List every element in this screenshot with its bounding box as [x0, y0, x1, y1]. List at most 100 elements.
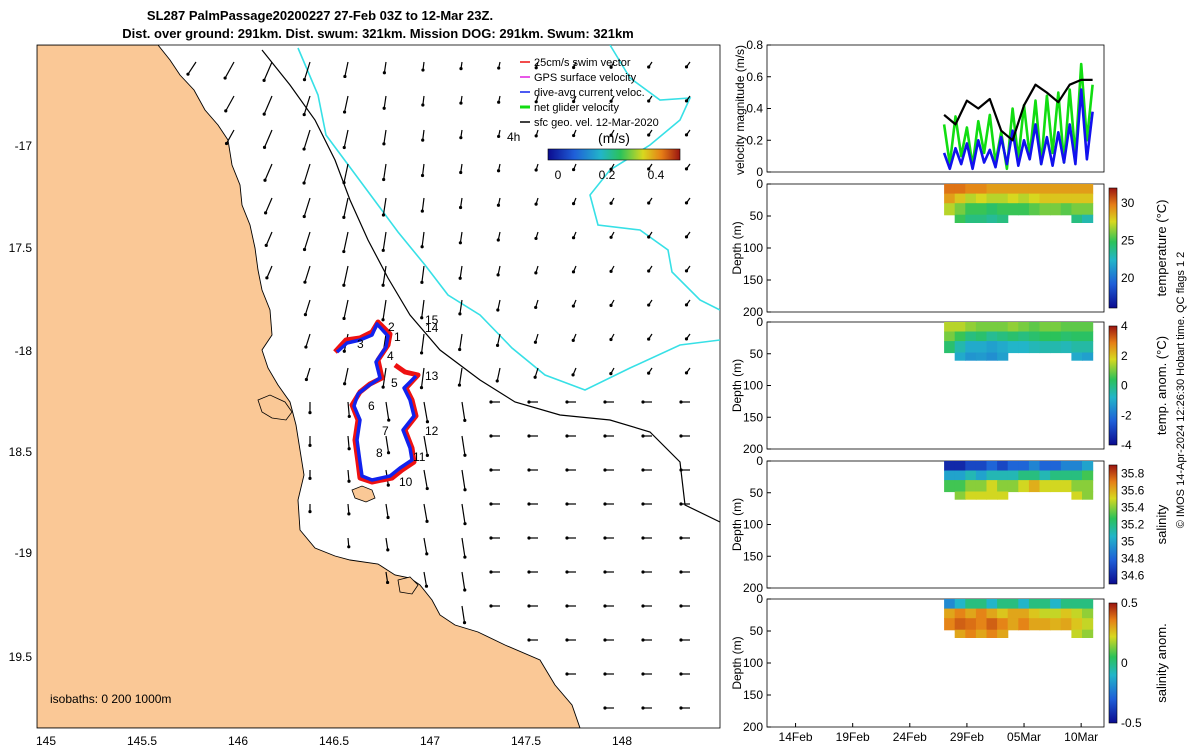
geo-velocity-arrowhead — [609, 235, 613, 239]
geo-velocity-arrowhead — [489, 604, 493, 608]
geo-velocity-arrowhead — [533, 375, 537, 379]
section-cell — [965, 470, 977, 481]
geo-velocity-arrowhead — [679, 434, 683, 438]
section-cell — [997, 352, 1009, 361]
geo-velocity-arrowhead — [684, 235, 689, 239]
section-cell — [965, 341, 977, 354]
geo-velocity-arrow — [420, 367, 425, 388]
geo-velocity-arrowhead — [463, 453, 467, 457]
section-cell — [1028, 599, 1041, 610]
section-cell — [1050, 184, 1062, 195]
section-cell — [1018, 331, 1030, 342]
geo-velocity-arrowhead — [641, 434, 645, 438]
section-ytick: 200 — [743, 442, 763, 456]
geo-velocity-arrowhead — [302, 247, 307, 252]
section-cell — [997, 461, 1009, 472]
geo-velocity-arrowhead — [342, 349, 346, 353]
geo-velocity-arrowhead — [459, 136, 463, 140]
geo-velocity-arrow — [304, 265, 311, 283]
geo-velocity-arrowhead — [641, 638, 645, 642]
geo-velocity-arrowhead — [425, 453, 429, 457]
geo-velocity-arrow — [347, 469, 350, 482]
section-cell — [1039, 608, 1051, 619]
section-ytick: 0 — [756, 177, 763, 191]
section-cell — [1060, 322, 1072, 333]
island-palm — [351, 485, 376, 503]
section-ylabel: Depth (m) — [730, 636, 744, 689]
velocity-ytick: 0.2 — [746, 133, 763, 147]
section-cell — [944, 193, 956, 204]
geo-velocity-arrowhead — [458, 241, 462, 245]
section-cell — [1007, 461, 1019, 472]
geo-velocity-arrowhead — [223, 76, 227, 80]
section-cell — [1082, 322, 1094, 333]
geo-velocity-arrowhead — [565, 570, 569, 574]
geo-velocity-arrowhead — [459, 170, 463, 175]
section-ytick: 200 — [743, 581, 763, 595]
section-cell — [965, 599, 977, 610]
geo-velocity-arrowhead — [463, 522, 467, 526]
section-colorbar — [1108, 325, 1118, 446]
geo-velocity-arrowhead — [265, 276, 269, 280]
geo-velocity-arrowhead — [527, 638, 531, 642]
geo-velocity-arrowhead — [565, 468, 569, 472]
geo-velocity-arrowhead — [382, 71, 386, 75]
velocity-series — [942, 62, 1094, 171]
section-cell — [1028, 480, 1041, 493]
section-ytick: 50 — [750, 209, 764, 223]
section-cell — [1082, 352, 1094, 361]
geo-velocity-arrowhead — [347, 512, 351, 516]
section-cell — [965, 629, 977, 638]
geo-velocity-arrow — [420, 333, 425, 354]
geo-velocity-arrowhead — [565, 604, 569, 608]
map-axis-ticks: 145 145.5 146 146.5 147 147.5 148-1717.5-1818.… — [9, 139, 633, 748]
geo-velocity-arrowhead — [342, 145, 346, 150]
geo-velocity-arrowhead — [571, 373, 575, 377]
section-cell — [997, 193, 1009, 204]
section-cell — [1060, 618, 1072, 631]
geo-velocity-arrowhead — [609, 337, 613, 342]
section-cell — [1082, 629, 1094, 638]
geo-velocity-arrowhead — [489, 502, 493, 506]
section-cell — [997, 203, 1009, 216]
geo-velocity-arrowhead — [386, 515, 390, 520]
geo-velocity-arrow — [497, 299, 501, 311]
geo-velocity-arrowhead — [303, 280, 307, 284]
geo-velocity-arrowhead — [647, 167, 651, 171]
geo-velocity-arrowhead — [186, 72, 190, 76]
geo-velocity-arrow — [459, 197, 463, 208]
section-cell — [1082, 214, 1094, 223]
geo-velocity-arrow — [343, 197, 349, 218]
geo-velocity-arrowhead — [382, 142, 386, 146]
section-cell — [1039, 461, 1051, 472]
geo-velocity-arrowhead — [609, 99, 613, 103]
geo-velocity-arrowhead — [641, 400, 645, 404]
map-lat-tick: -18 — [15, 344, 33, 358]
section-ytick: 100 — [743, 518, 763, 532]
section-cell — [1007, 618, 1019, 631]
section-cbar-tick: -0.5 — [1121, 716, 1142, 730]
section-cell — [1028, 461, 1041, 472]
geo-velocity-arrowhead — [641, 502, 645, 506]
geo-velocity-arrowhead — [463, 488, 467, 492]
speed-colorbar — [547, 148, 681, 161]
section-cell — [965, 480, 977, 493]
section-ytick: 150 — [743, 410, 763, 424]
geo-velocity-arrowhead — [304, 345, 308, 349]
section-ytick: 150 — [743, 549, 763, 563]
velocity-ytick: 0.8 — [746, 38, 763, 52]
geo-velocity-arrowhead — [647, 133, 651, 137]
geo-velocity-arrowhead — [381, 248, 385, 252]
section-ytick: 0 — [756, 454, 763, 468]
geo-velocity-arrowhead — [684, 167, 689, 171]
geo-velocity-arrowhead — [684, 133, 689, 137]
geo-velocity-arrowhead — [684, 371, 689, 375]
section-cell — [997, 599, 1009, 610]
section-cell — [986, 480, 998, 493]
section-cell — [1007, 193, 1019, 204]
section-cell — [1082, 470, 1094, 481]
section-cell — [1050, 193, 1062, 204]
section-cell — [986, 341, 998, 354]
section-ytick: 100 — [743, 656, 763, 670]
geo-velocity-arrowhead — [496, 169, 501, 173]
